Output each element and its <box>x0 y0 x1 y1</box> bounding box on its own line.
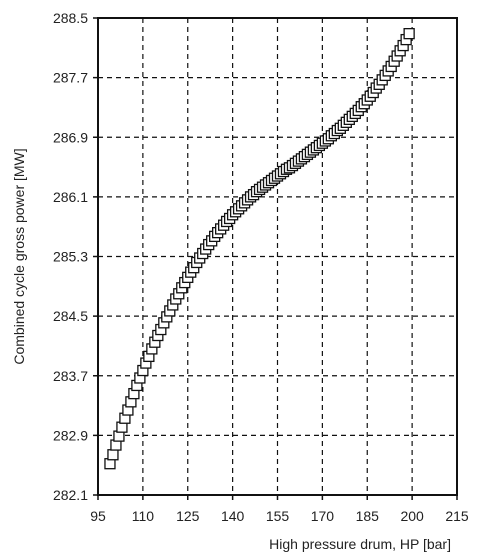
x-tick-label: 95 <box>90 508 106 524</box>
grid-lines <box>98 18 457 495</box>
data-points <box>104 28 415 470</box>
y-axis-label: Combined cycle gross power [MW] <box>11 148 27 364</box>
x-tick-label: 140 <box>221 508 245 524</box>
y-axis-ticks: 282.1 282.9 283.7 284.5 285.3 286.1 286.9 287.7… <box>53 10 98 503</box>
data-point <box>403 28 415 40</box>
x-axis-ticks: 95 110 125 140 155 170 185 200 215 <box>90 495 469 524</box>
y-tick-label: 286.9 <box>53 129 88 145</box>
x-tick-label: 170 <box>311 508 335 524</box>
y-tick-label: 282.1 <box>53 487 88 503</box>
y-tick-label: 285.3 <box>53 249 88 265</box>
y-tick-label: 284.5 <box>53 308 88 324</box>
x-tick-label: 215 <box>445 508 469 524</box>
y-tick-label: 287.7 <box>53 70 88 86</box>
x-tick-label: 155 <box>266 508 290 524</box>
x-tick-label: 110 <box>132 508 155 524</box>
data-point <box>107 449 119 461</box>
y-tick-label: 288.5 <box>53 10 88 26</box>
x-axis-label: High pressure drum, HP [bar] <box>269 536 451 552</box>
x-tick-label: 125 <box>176 508 200 524</box>
y-tick-label: 283.7 <box>53 368 88 384</box>
y-tick-label: 286.1 <box>53 189 88 205</box>
y-tick-label: 282.9 <box>53 427 88 443</box>
x-tick-label: 200 <box>400 508 424 524</box>
x-tick-label: 185 <box>356 508 380 524</box>
